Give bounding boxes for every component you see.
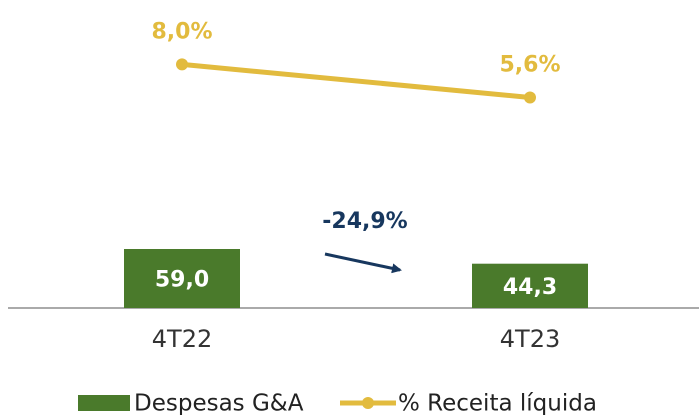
bar-value-label: 59,0 [155, 268, 209, 293]
legend-label: % Receita líquida [398, 391, 597, 415]
line-point [176, 58, 188, 71]
bar [472, 263, 588, 308]
legend-swatch [78, 395, 130, 411]
bar [124, 249, 240, 308]
line [181, 61, 531, 100]
arrow [324, 252, 402, 274]
x-tick-label: 4T23 [500, 325, 560, 353]
line-value-label: 5,6% [499, 52, 560, 77]
legend-label: Despesas G&A [134, 391, 304, 415]
line-value-label: 8,0% [151, 19, 212, 44]
annotation: -24,9% [322, 209, 407, 234]
x-tick-label: 4T22 [152, 325, 212, 353]
bar-value-label: 44,3 [503, 275, 557, 300]
line-point [524, 91, 536, 104]
legend-swatch [362, 397, 374, 409]
